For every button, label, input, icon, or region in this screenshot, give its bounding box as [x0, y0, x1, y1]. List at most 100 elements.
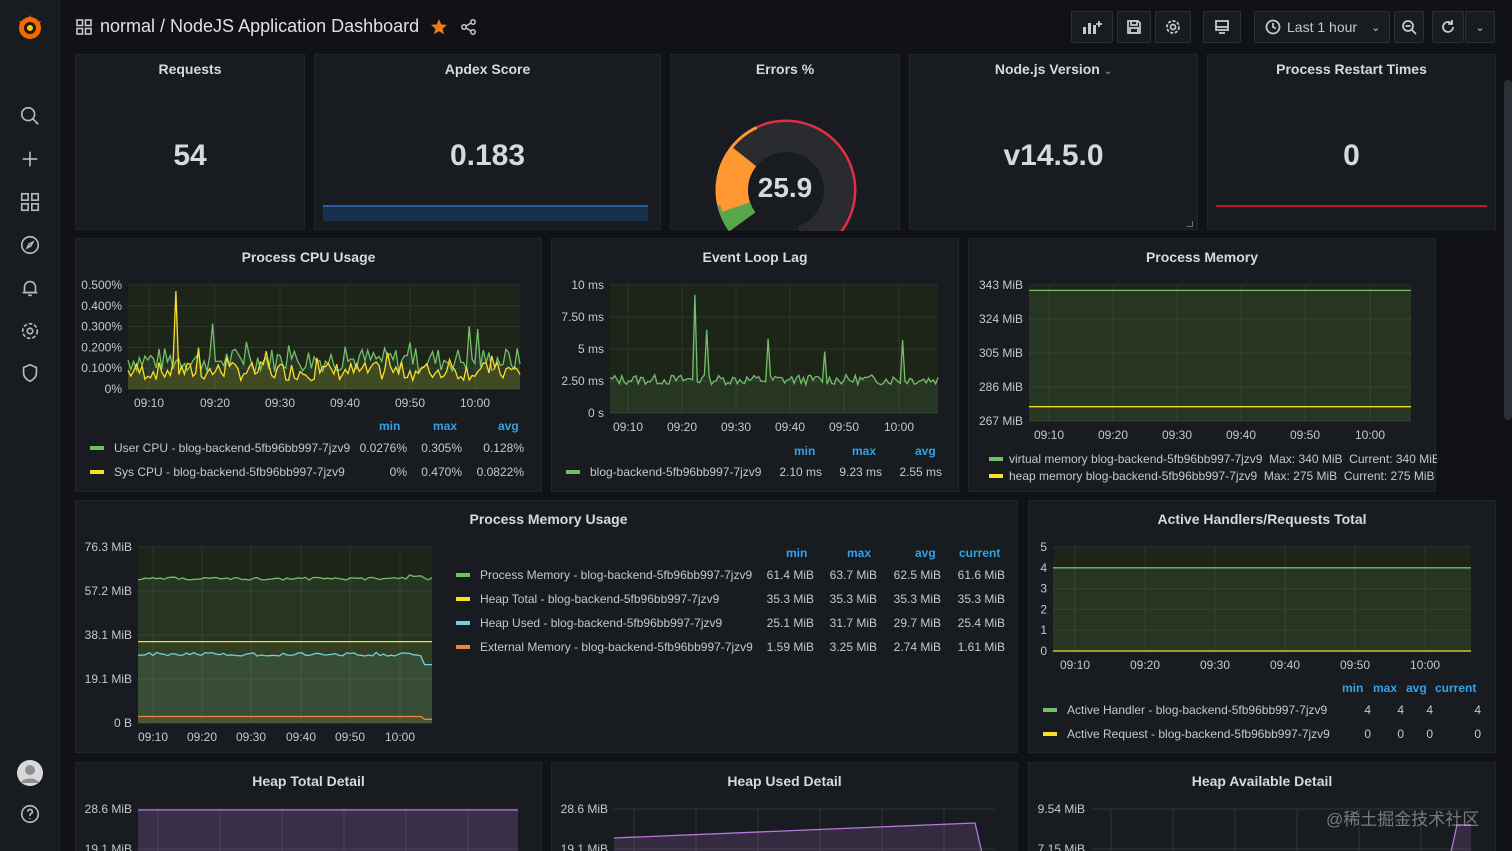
time-picker-button[interactable]: Last 1 hour ⌄ [1254, 11, 1390, 43]
legend-row[interactable]: Active Handler - blog-backend-5fb96bb997… [1043, 702, 1493, 718]
x-tick-label: 09:40 [286, 730, 316, 744]
dashboard-title[interactable]: normal / NodeJS Application Dashboard [100, 16, 420, 36]
series-max: 63.7 MiB [829, 568, 877, 582]
x-tick-label: 09:50 [1290, 428, 1320, 442]
legend-header-current[interactable]: current [959, 546, 1001, 560]
y-tick-label: 7.50 ms [561, 310, 604, 324]
add-panel-button[interactable] [1071, 11, 1113, 43]
cpu-usage-panel: Process CPU Usage 0.500% 0.400% 0.300% 0.20… [75, 238, 542, 492]
legend-row[interactable]: User CPU - blog-backend-5fb96bb997-7jzv9… [90, 440, 530, 456]
event-loop-series [609, 294, 939, 388]
resize-handle-icon[interactable] [1187, 221, 1193, 227]
series-area [138, 810, 518, 851]
y-tick-label: 76.3 MiB [85, 540, 132, 554]
legend-header-max[interactable]: max [433, 419, 458, 433]
legend-row[interactable]: Sys CPU - blog-backend-5fb96bb997-7jzv9 … [90, 464, 530, 480]
y-tick-label: 0 [1040, 644, 1047, 658]
y-tick-label: 0.500% [81, 278, 122, 292]
x-tick-label: 09:10 [1034, 428, 1064, 442]
dashboards-icon[interactable] [18, 190, 42, 214]
requests-panel: Requests 54 [75, 54, 305, 230]
x-tick-label: 09:10 [1060, 658, 1090, 672]
plus-icon[interactable] [18, 147, 42, 171]
legend-row[interactable]: blog-backend-5fb96bb997-7jzv9 2.10 ms 9.… [566, 464, 956, 480]
explore-compass-icon[interactable] [18, 233, 42, 257]
event-loop-series-area [610, 294, 938, 413]
panel-title: Active Handlers/Requests Total [1157, 511, 1367, 527]
settings-gear-icon[interactable] [18, 319, 42, 343]
legend-header-max[interactable]: max [852, 444, 877, 458]
legend-row[interactable]: Heap Total - blog-backend-5fb96bb997-7jz… [456, 591, 1016, 607]
save-dashboard-button[interactable] [1117, 11, 1151, 43]
node-version-value: v14.5.0 [1003, 139, 1104, 172]
series-swatch [456, 645, 470, 649]
y-tick-label: 38.1 MiB [85, 628, 132, 642]
y-tick-label: 1 [1040, 623, 1047, 637]
panel-title: Process Restart Times [1276, 61, 1427, 77]
panel-title: Process Memory [1145, 249, 1259, 265]
help-icon[interactable] [18, 802, 42, 826]
legend-row[interactable]: Active Request - blog-backend-5fb96bb997… [1043, 726, 1493, 742]
x-tick-label: 09:50 [335, 730, 365, 744]
panel-title: Errors % [755, 61, 815, 77]
y-tick-label: 19.1 MiB [85, 672, 132, 686]
legend-header-max[interactable]: max [1373, 681, 1398, 695]
legend-header-avg[interactable]: avg [1406, 681, 1427, 695]
legend-row[interactable]: Heap Used - blog-backend-5fb96bb997-7jzv… [456, 615, 1016, 631]
legend-header-avg[interactable]: avg [915, 444, 936, 458]
grafana-logo-icon[interactable] [15, 13, 45, 43]
series-avg: 62.5 MiB [893, 568, 941, 582]
legend-header-min[interactable]: min [379, 419, 401, 433]
refresh-interval-dropdown[interactable]: ⌄ [1465, 11, 1495, 43]
x-tick-label: 09:20 [187, 730, 217, 744]
y-tick-label: 0 B [114, 716, 132, 730]
y-tick-label: 324 MiB [979, 312, 1023, 326]
legend-header-min[interactable]: min [1342, 681, 1364, 695]
panel-title: Process Memory Usage [469, 511, 628, 527]
heap-total-graph: 28.6 MiB 19.1 MiB [85, 802, 518, 851]
shield-icon[interactable] [18, 361, 42, 385]
y-tick-label: 5 [1040, 540, 1047, 554]
y-tick-label: 28.6 MiB [85, 802, 132, 816]
x-tick-label: 09:30 [1162, 428, 1192, 442]
process-memory-graph: 343 MiB 324 MiB 305 MiB 286 MiB 267 MiB 09:10… [979, 278, 1411, 442]
gauge-green-arc [721, 201, 756, 230]
x-tick-label: 09:40 [330, 396, 360, 410]
y-tick-label: 343 MiB [979, 278, 1023, 292]
dashboard-settings-button[interactable] [1155, 11, 1191, 43]
legend-header-min[interactable]: min [794, 444, 816, 458]
alerting-bell-icon[interactable] [18, 276, 42, 300]
search-icon[interactable] [18, 104, 42, 128]
legend-row[interactable]: External Memory - blog-backend-5fb96bb99… [456, 639, 1016, 655]
y-tick-label: 57.2 MiB [85, 584, 132, 598]
share-icon[interactable] [460, 18, 478, 41]
legend-header-min[interactable]: min [786, 546, 808, 560]
panel-title: Heap Total Detail [252, 773, 365, 789]
x-tick-label: 09:40 [775, 420, 805, 434]
tv-mode-button[interactable] [1203, 11, 1241, 43]
refresh-button[interactable] [1432, 11, 1464, 43]
legend-header-avg[interactable]: avg [498, 419, 519, 433]
y-tick-label: 0 s [588, 406, 604, 420]
heap-used-series [137, 651, 432, 666]
series-min: 61.4 MiB [766, 568, 814, 582]
legend-header-avg[interactable]: avg [915, 546, 936, 560]
heap-used-panel: Heap Used Detail 28.6 MiB 19.1 MiB [551, 762, 1018, 851]
zoom-out-button[interactable] [1394, 11, 1424, 43]
page-scrollbar[interactable] [1504, 80, 1512, 420]
legend-header-max[interactable]: max [847, 546, 872, 560]
legend-row[interactable]: Process Memory - blog-backend-5fb96bb997… [456, 567, 1016, 583]
user-avatar[interactable] [16, 759, 44, 787]
star-icon[interactable] [430, 18, 448, 41]
panel-title[interactable]: Node.js Version ⌄ [910, 61, 1197, 77]
series-current: 4 [1474, 703, 1481, 717]
series-label: Sys CPU - blog-backend-5fb96bb997-7jzv9 [114, 465, 345, 479]
errors-panel: Errors % 25.9 [670, 54, 900, 231]
legend-header-current[interactable]: current [1435, 681, 1477, 695]
requests-value: 54 [173, 139, 207, 172]
series-min: 0.0276% [359, 441, 407, 455]
series-label: heap memory blog-backend-5fb96bb997-7jzv… [1009, 469, 1435, 483]
apdex-panel: Apdex Score 0.183 [314, 54, 661, 230]
process-memory-legend: virtual memory blog-backend-5fb96bb997-7… [969, 239, 1437, 493]
cpu-usage-graph: 0.500% 0.400% 0.300% 0.200% 0.100% 0% 09:10 09:… [81, 278, 521, 410]
